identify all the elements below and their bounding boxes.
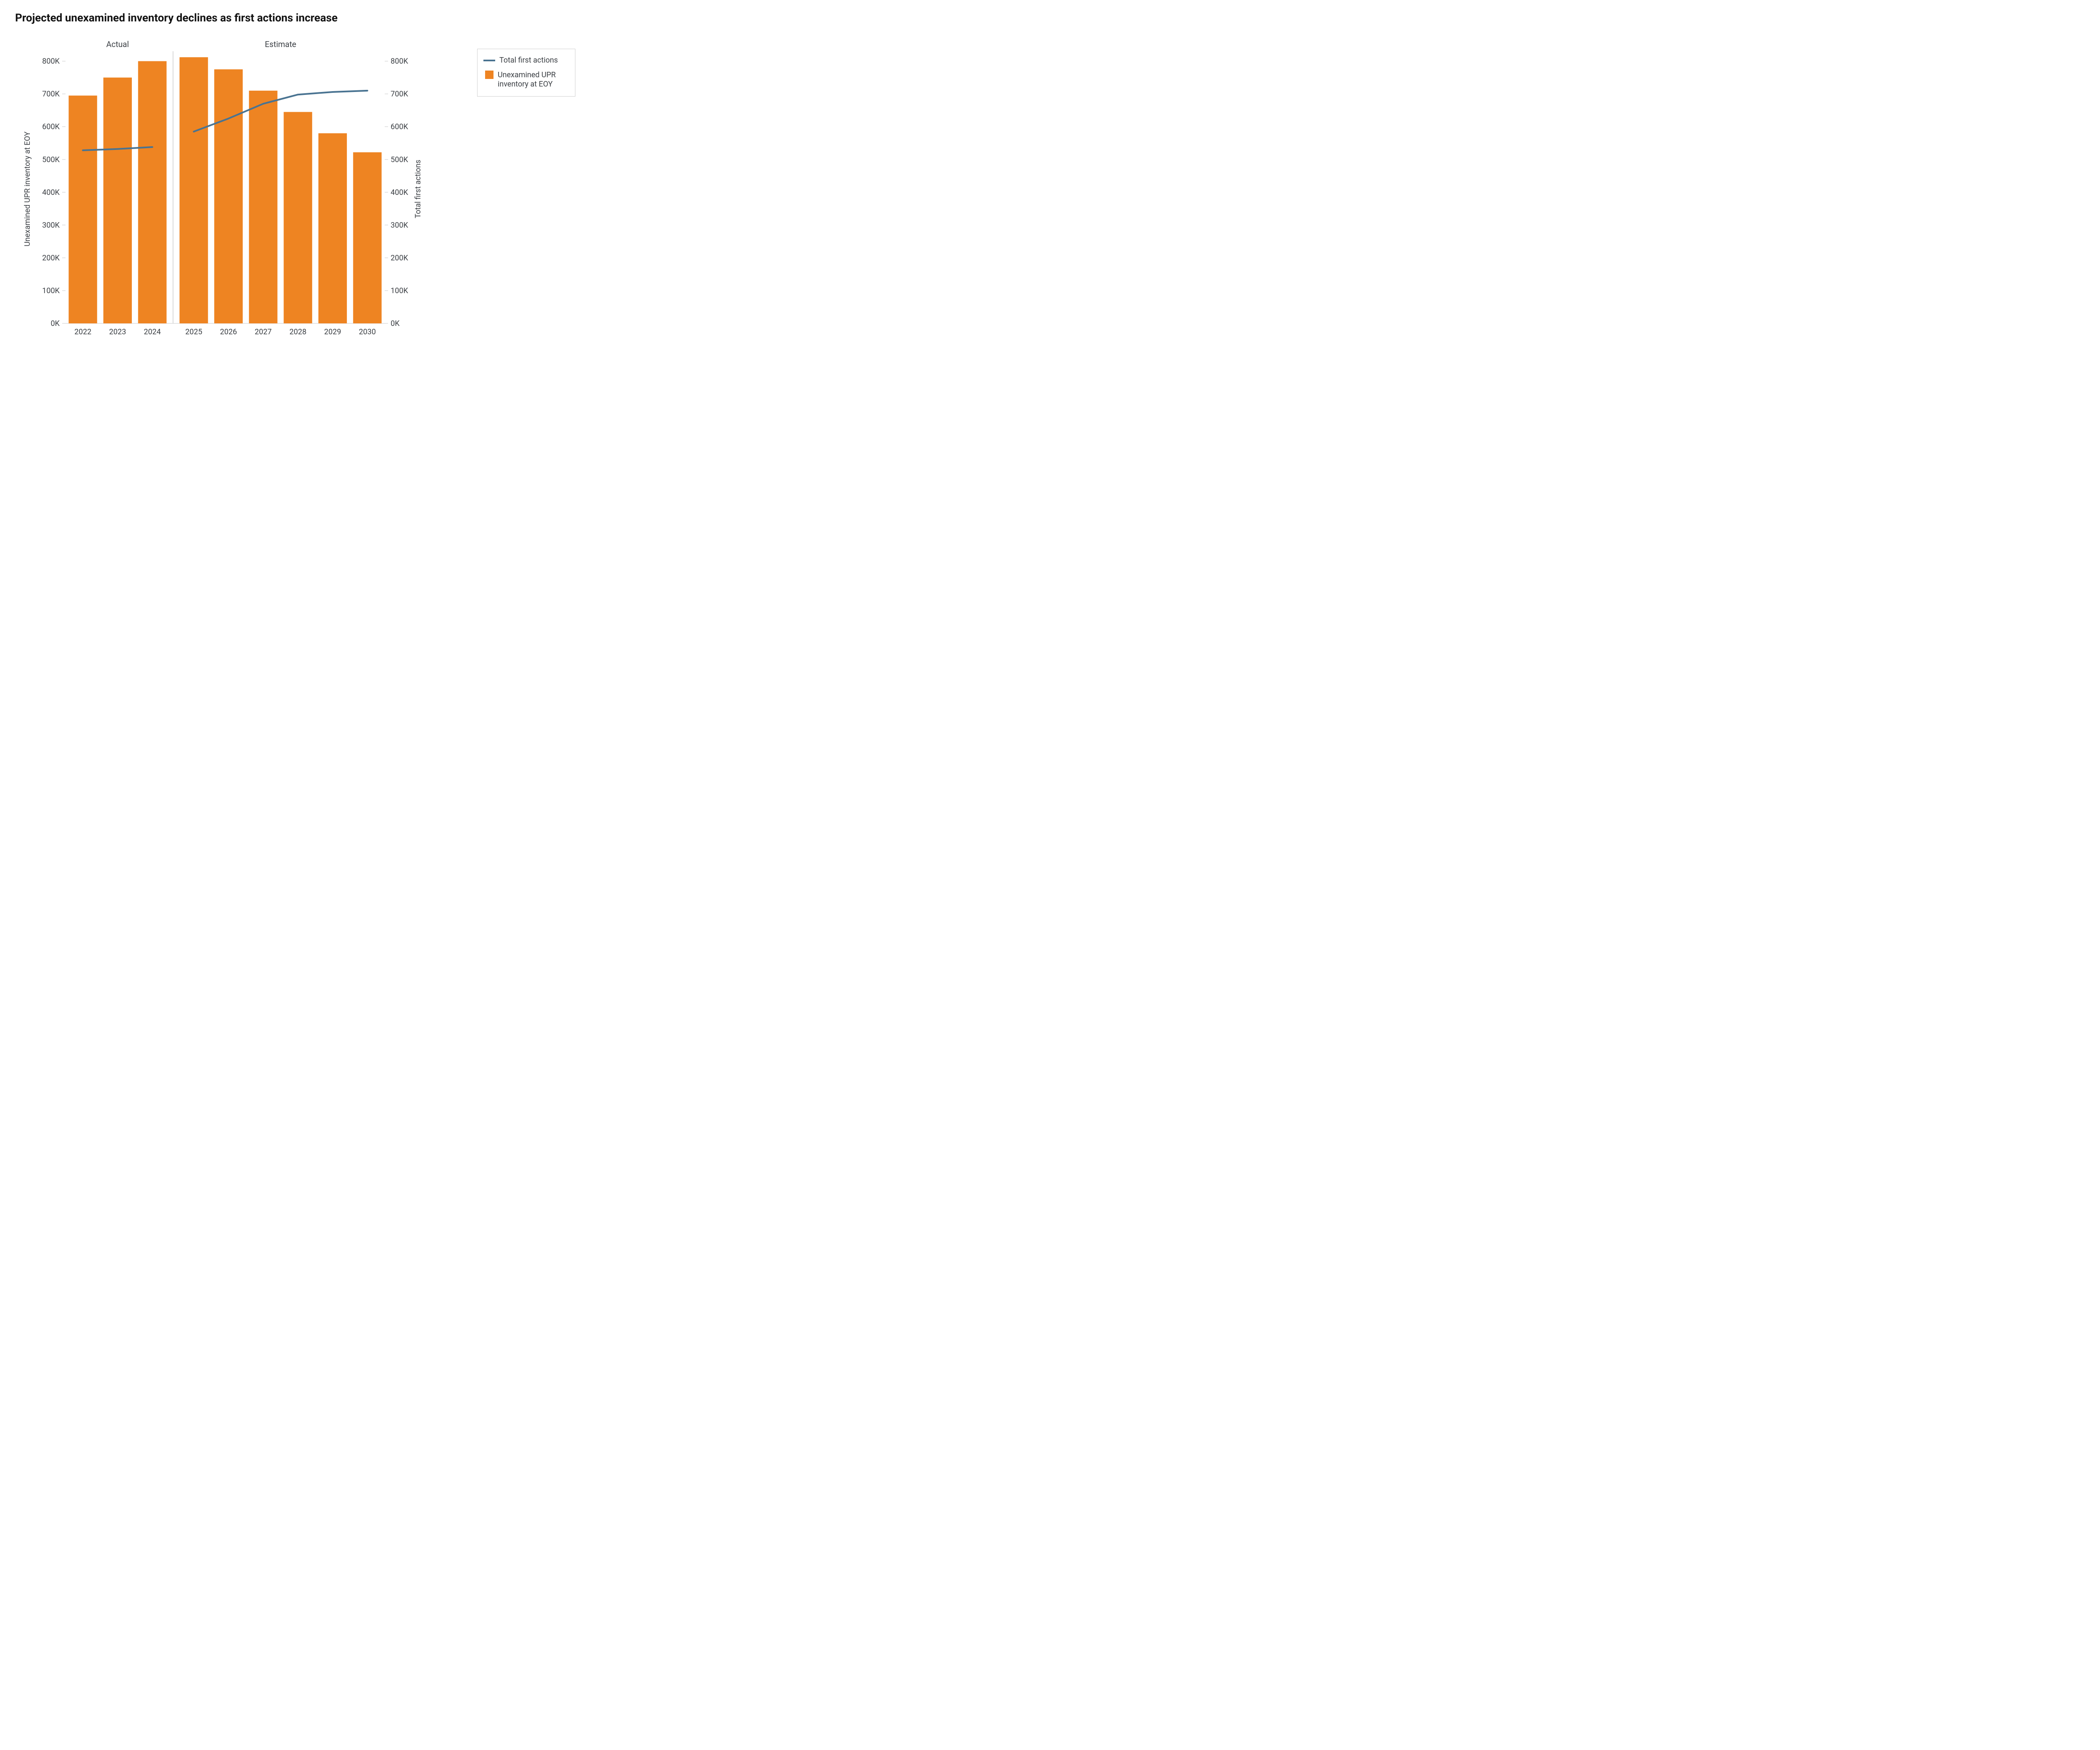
- bar: [214, 69, 243, 323]
- bar: [249, 91, 278, 323]
- bar: [103, 78, 132, 323]
- y-right-tick-label: 500K: [391, 155, 408, 164]
- section-label: Estimate: [265, 39, 297, 49]
- y-right-tick-label: 100K: [391, 286, 408, 295]
- x-tick-label: 2025: [185, 328, 202, 336]
- y-left-tick-label: 400K: [42, 188, 60, 197]
- x-tick-label: 2027: [255, 328, 271, 336]
- bar: [179, 57, 208, 323]
- bar: [318, 133, 347, 323]
- y-right-tick-label: 400K: [391, 188, 408, 197]
- chart-title: Projected unexamined inventory declines …: [15, 12, 598, 24]
- y-right-tick-label: 600K: [391, 123, 408, 131]
- x-tick-label: 2022: [74, 328, 91, 336]
- chart-wrap: Actual Estimate 0K 100K 200K 300K 400K 500K 600K…: [15, 32, 460, 353]
- legend-item: Unexamined UPR inventory at EOY: [483, 68, 569, 92]
- section-label: Actual: [106, 39, 129, 49]
- y-right-tick-label: 0K: [391, 319, 400, 328]
- x-tick-label: 2024: [144, 328, 160, 336]
- x-tick-label: 2028: [289, 328, 306, 336]
- x-tick-label: 2026: [220, 328, 237, 336]
- y-right-tick-label: 300K: [391, 221, 408, 230]
- page: Projected unexamined inventory declines …: [0, 0, 613, 365]
- y-right-tick-label: 700K: [391, 90, 408, 99]
- bar: [68, 96, 97, 323]
- y-left-tick-label: 100K: [42, 286, 60, 295]
- legend-item: Total first actions: [483, 53, 569, 68]
- legend-label: Total first actions: [499, 56, 558, 66]
- legend-swatch-line: [483, 60, 495, 61]
- y-right-tick-label: 200K: [391, 254, 408, 262]
- bar: [138, 61, 167, 323]
- legend: Total first actions Unexamined UPR invent…: [477, 49, 575, 97]
- y-right-axis-title: Total first actions: [414, 160, 423, 218]
- y-left-tick-label: 0K: [51, 319, 60, 328]
- chart-svg: Actual Estimate 0K 100K 200K 300K 400K 500K 600K…: [15, 32, 460, 351]
- y-left-tick-label: 800K: [42, 57, 60, 66]
- legend-swatch-box: [485, 71, 494, 79]
- x-tick-label: 2023: [109, 328, 126, 336]
- y-left-tick-label: 700K: [42, 90, 60, 99]
- x-tick-label: 2030: [359, 328, 375, 336]
- bar: [284, 112, 312, 323]
- chart-stage: Actual Estimate 0K 100K 200K 300K 400K 500K 600K…: [15, 32, 598, 353]
- bar: [353, 152, 382, 323]
- y-right-tick-label: 800K: [391, 57, 408, 66]
- x-tick-label: 2029: [324, 328, 341, 336]
- y-left-tick-label: 500K: [42, 155, 60, 164]
- legend-label: Unexamined UPR inventory at EOY: [498, 71, 569, 89]
- y-left-tick-label: 200K: [42, 254, 60, 262]
- y-left-axis-title: Unexamined UPR inventory at EOY: [23, 131, 32, 247]
- y-left-tick-label: 300K: [42, 221, 60, 230]
- y-left-tick-label: 600K: [42, 123, 60, 131]
